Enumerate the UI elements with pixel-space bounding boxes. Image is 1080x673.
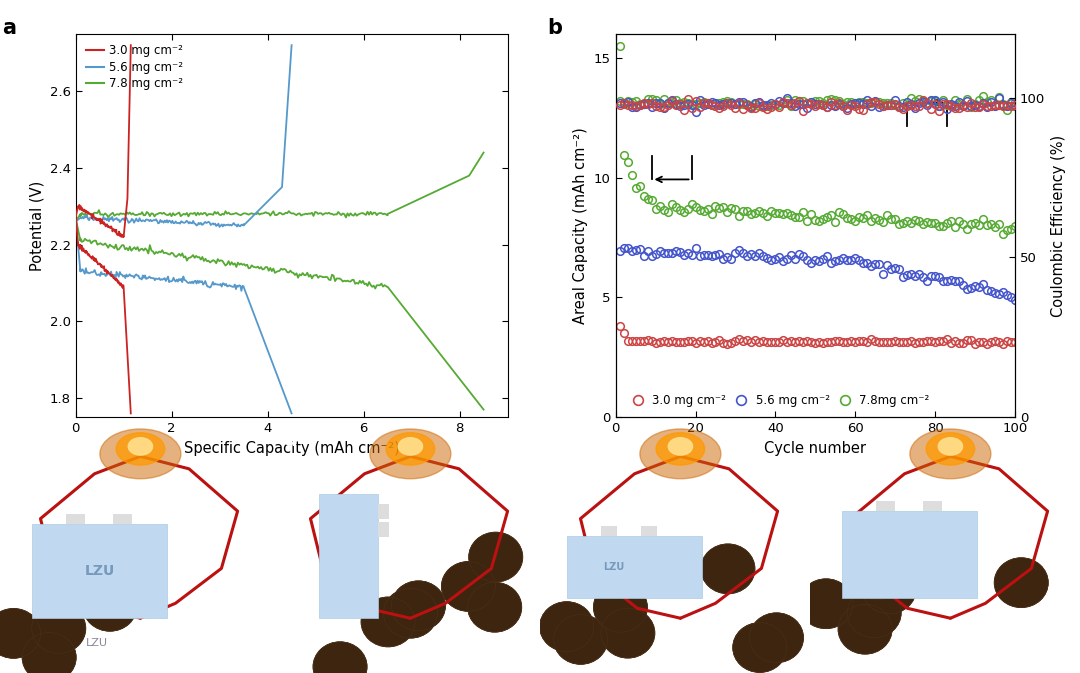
FancyBboxPatch shape (319, 494, 378, 618)
Y-axis label: Coulombic Efficiency (%): Coulombic Efficiency (%) (1051, 135, 1066, 316)
Circle shape (593, 582, 647, 632)
Text: a: a (2, 18, 16, 38)
Circle shape (83, 581, 137, 631)
Circle shape (23, 633, 77, 673)
Y-axis label: Areal Capacity (mAh cm⁻²): Areal Capacity (mAh cm⁻²) (573, 127, 589, 324)
FancyBboxPatch shape (32, 524, 167, 618)
Y-axis label: Potential (V): Potential (V) (29, 180, 44, 271)
FancyBboxPatch shape (923, 501, 942, 511)
Text: ↄ 90°: ↄ 90° (663, 624, 698, 637)
Ellipse shape (399, 437, 422, 455)
Circle shape (701, 544, 755, 594)
FancyBboxPatch shape (378, 522, 389, 537)
Text: b: b (548, 18, 563, 38)
Ellipse shape (639, 429, 721, 479)
Text: LZU: LZU (84, 564, 116, 578)
Circle shape (732, 623, 786, 672)
Legend: 3.0 mg cm⁻², 5.6 mg cm⁻², 7.8 mg cm⁻²: 3.0 mg cm⁻², 5.6 mg cm⁻², 7.8 mg cm⁻² (81, 40, 187, 95)
Circle shape (862, 564, 916, 614)
Text: ↄ 180°: ↄ 180° (936, 622, 981, 635)
Circle shape (554, 614, 608, 664)
FancyBboxPatch shape (567, 536, 702, 598)
Ellipse shape (669, 437, 692, 455)
Text: d: d (283, 431, 297, 450)
Circle shape (540, 602, 594, 651)
Ellipse shape (926, 433, 974, 465)
Circle shape (37, 542, 91, 592)
Text: f: f (824, 431, 832, 450)
FancyBboxPatch shape (66, 513, 85, 524)
Text: e: e (554, 431, 567, 450)
Circle shape (87, 561, 141, 610)
X-axis label: Cycle number: Cycle number (765, 441, 866, 456)
Ellipse shape (369, 429, 451, 479)
Circle shape (0, 608, 41, 658)
Ellipse shape (909, 429, 991, 479)
Circle shape (799, 579, 853, 629)
Circle shape (89, 565, 143, 614)
FancyBboxPatch shape (842, 511, 977, 598)
Circle shape (600, 608, 654, 658)
Text: ↄ 90°: ↄ 90° (393, 549, 428, 563)
Circle shape (31, 604, 85, 653)
Circle shape (899, 544, 953, 594)
Ellipse shape (656, 433, 704, 465)
Ellipse shape (387, 433, 435, 465)
FancyBboxPatch shape (113, 513, 133, 524)
Circle shape (850, 550, 904, 600)
Ellipse shape (117, 433, 165, 465)
Circle shape (750, 613, 804, 663)
Circle shape (361, 597, 415, 647)
Circle shape (313, 642, 367, 673)
Circle shape (995, 558, 1049, 608)
Ellipse shape (100, 429, 181, 479)
Text: LZU: LZU (604, 562, 625, 572)
Text: LZU: LZU (86, 638, 108, 648)
Ellipse shape (129, 437, 152, 455)
Circle shape (469, 532, 523, 582)
Circle shape (383, 588, 437, 638)
FancyBboxPatch shape (378, 503, 389, 519)
Ellipse shape (939, 437, 962, 455)
Circle shape (391, 581, 445, 631)
Circle shape (468, 582, 522, 632)
Circle shape (847, 588, 901, 638)
Legend: 3.0 mg cm⁻², 5.6 mg cm⁻², 7.8mg cm⁻²: 3.0 mg cm⁻², 5.6 mg cm⁻², 7.8mg cm⁻² (621, 389, 934, 411)
FancyBboxPatch shape (600, 526, 617, 536)
X-axis label: Specific Capacity (mAh cm⁻²): Specific Capacity (mAh cm⁻²) (184, 441, 400, 456)
FancyBboxPatch shape (642, 526, 658, 536)
Circle shape (838, 604, 892, 654)
Text: c: c (13, 431, 25, 450)
Circle shape (442, 561, 496, 611)
FancyBboxPatch shape (876, 501, 895, 511)
